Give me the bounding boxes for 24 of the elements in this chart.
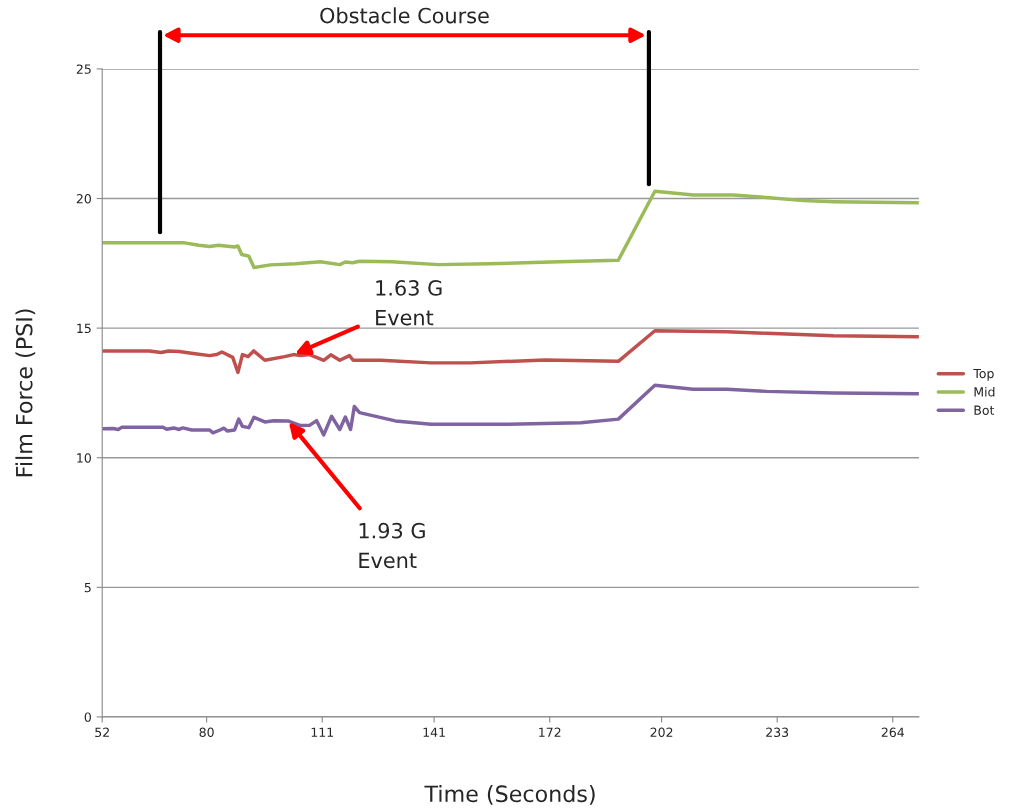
annotation: 1.93 G Event [359,522,425,569]
y-tick-label: 20 [76,194,91,204]
y-tick-label: 25 [76,64,91,74]
x-tick-label: 52 [95,727,109,738]
y-tick-label: 5 [84,582,91,593]
y-tick-label: 15 [77,323,91,334]
y-tick-label: 10 [77,453,91,463]
legend-label: Top [973,368,994,381]
x-tick-label: 264 [881,727,905,738]
x-tick-label: 141 [423,727,445,737]
line-series [102,328,919,375]
legend-label: Bot [974,405,995,415]
legend-label: Mid [974,386,995,397]
x-tick-label: 80 [199,727,214,738]
x-axis-title: Time (Seconds) [424,784,595,805]
x-tick-label: 172 [539,727,561,737]
annotation: 1.63 G Event [376,280,442,326]
x-tick-label: 233 [766,727,789,738]
y-tick-label: 0 [84,712,91,722]
text: Obstacle Course [320,7,489,24]
y-axis-title: Film Force (PSI) [15,309,36,477]
line-series [102,189,919,270]
x-tick-label: 111 [311,727,334,737]
x-tick-label: 202 [650,727,673,738]
